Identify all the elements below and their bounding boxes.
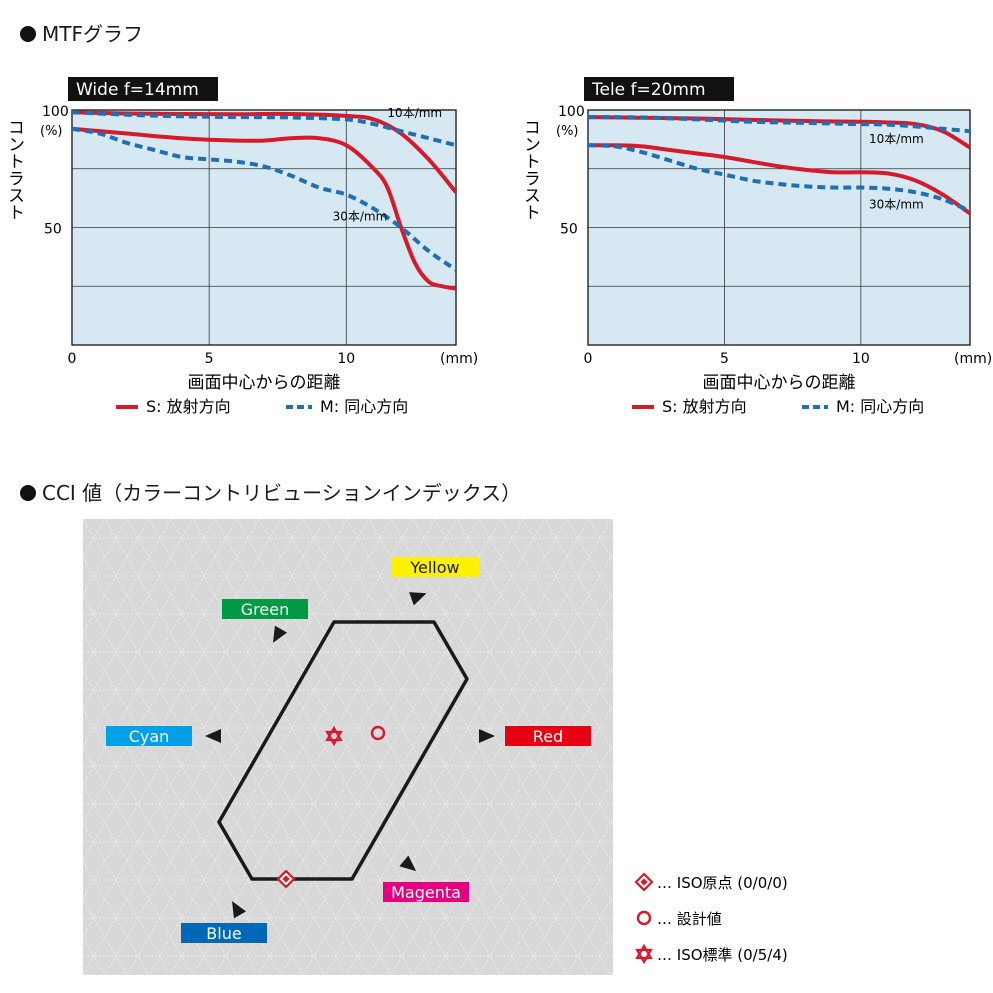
color-label-bg-yellow [391,557,479,577]
x-axis-title: 画面中心からの距離 [703,373,856,393]
legend-m-label: M: 同心方向 [320,397,408,416]
arrow-cyan-icon [205,729,221,743]
legend-design-icon [636,910,652,926]
legend-iso_standard-label: … ISO標準 (0/5/4) [657,946,788,964]
cci-section-title: CCI 値（カラーコントリビューションインデックス） [20,477,521,506]
bullet-icon [20,485,36,501]
x-tick-label: 10 [852,351,870,367]
color-label-bg-blue [181,923,267,943]
x-axis-title: 画面中心からの距離 [188,373,341,393]
series-line-M10 [72,110,456,148]
y-tick-label: 50 [560,222,578,238]
curve-annotation: 30本/mm [869,198,924,212]
panel-label: Tele f=20mm [591,80,706,100]
legend-iso_standard-icon-a [635,943,653,960]
x-tick-label: 5 [720,351,729,367]
color-label-red: Red [533,727,563,746]
x-tick-label: 0 [68,351,77,367]
iso-origin-diamond-icon-core [282,875,290,883]
cci-background [83,519,613,975]
color-label-cyan: Cyan [129,727,170,746]
curve-annotation: 10本/mm [869,132,924,146]
curve-annotation: 10本/mm [387,106,442,120]
series-line-M10 [588,115,970,134]
cci-hexagon [217,620,469,881]
plot-frame [587,109,971,346]
legend-iso_standard-icon-b [635,948,653,965]
plot-frame [71,109,457,346]
x-unit-label: (mm) [440,351,478,367]
legend-iso_origin-label: … ISO原点 (0/0/0) [657,874,788,892]
curve-annotation: 30本/mm [333,209,388,223]
iso-standard-star-icon-b [325,730,343,747]
bullet-icon [20,26,36,42]
color-label-blue: Blue [206,924,241,943]
arrow-red-icon [479,729,495,743]
panel-label-bg [584,77,734,101]
panel-label-bg [68,77,218,101]
color-label-yellow: Yellow [409,558,459,577]
legend-s-label: S: 放射方向 [662,397,747,416]
series-line-S30 [72,126,456,291]
y-axis-title: コントラスト [4,119,24,221]
series-line-M30 [588,143,970,213]
color-label-bg-cyan [106,726,192,746]
x-tick-label: 5 [205,351,214,367]
y-tick-label: 50 [44,222,62,238]
series-line-S30 [588,143,970,216]
legend-iso_origin-icon-core [640,878,648,886]
color-label-bg-red [505,726,591,746]
series-line-M30 [72,126,456,272]
legend-m-label: M: 同心方向 [836,397,924,416]
legend-s-label: S: 放射方向 [146,397,231,416]
legend-design-label: … 設計値 [657,910,722,928]
y-top-label: 100 [42,104,69,120]
mtf-section-title: MTFグラフ [20,18,143,47]
iso-standard-star-icon-a [325,725,343,742]
x-unit-label: (mm) [954,351,992,367]
x-tick-label: 10 [337,351,355,367]
design-value-circle-icon [370,725,386,741]
panel-label: Wide f=14mm [76,80,199,100]
mtf-title-text: MTFグラフ [42,22,143,46]
color-label-green: Green [241,600,289,619]
y-unit-label: (%) [556,124,579,139]
color-label-bg-magenta [383,882,469,902]
arrow-blue-icon [232,901,247,919]
y-axis-title: コントラスト [520,119,540,221]
arrow-green-icon [273,625,288,643]
color-label-magenta: Magenta [391,883,461,902]
cci-title-text: CCI 値（カラーコントリビューションインデックス） [42,481,522,505]
arrow-magenta-icon [399,855,417,872]
y-top-label: 100 [558,104,585,120]
arrow-yellow-icon [409,592,427,606]
color-label-bg-green [222,599,308,619]
x-tick-label: 0 [584,351,593,367]
y-unit-label: (%) [40,124,63,139]
